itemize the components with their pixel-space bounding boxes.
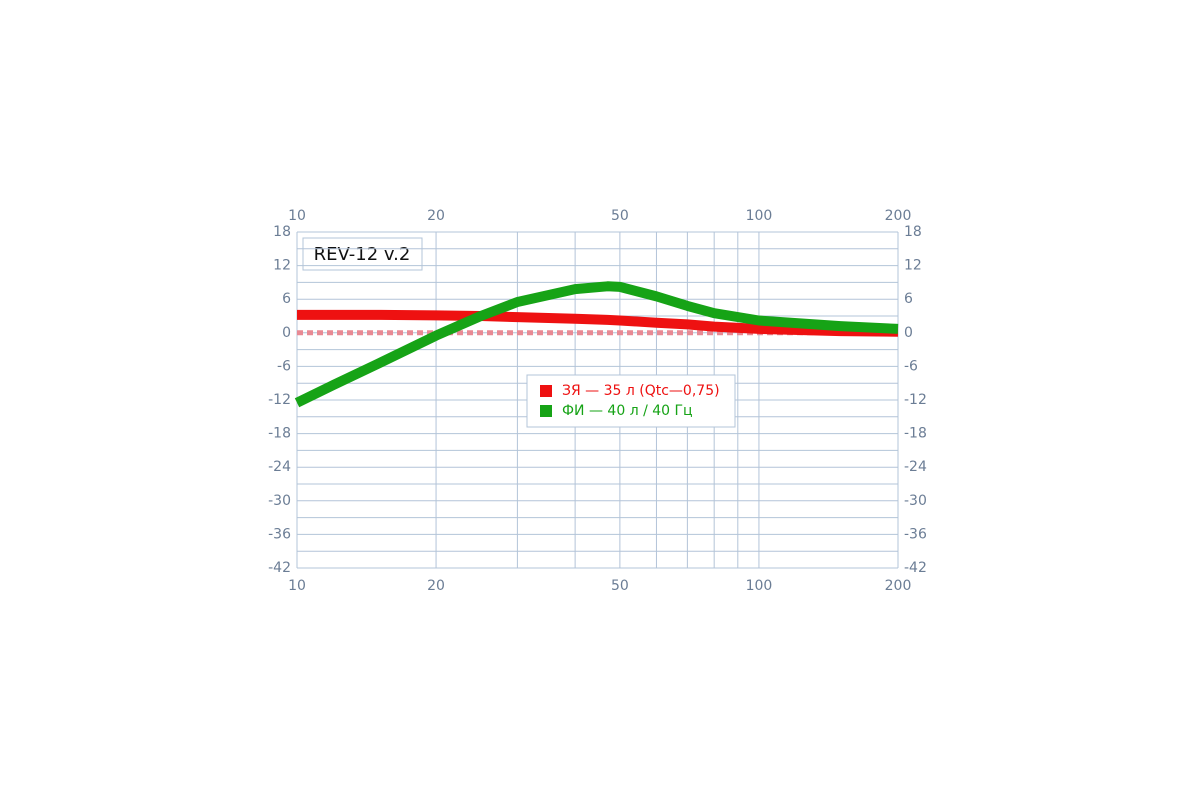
legend-swatch bbox=[540, 405, 552, 417]
x-tick-label: 200 bbox=[885, 578, 912, 594]
legend-box bbox=[526, 374, 736, 428]
x-tick-label: 20 bbox=[427, 578, 445, 594]
y-tick-label: -6 bbox=[277, 358, 291, 374]
y2-tick-label: -12 bbox=[904, 392, 927, 408]
y2-tick-label: -42 bbox=[904, 560, 927, 576]
x-tick-label: 10 bbox=[288, 208, 306, 224]
x-tick-label: 100 bbox=[746, 578, 773, 594]
y-tick-label: -12 bbox=[268, 392, 291, 408]
series-line bbox=[297, 309, 899, 337]
y-tick-label: 6 bbox=[282, 291, 291, 307]
y-tick-label: 0 bbox=[282, 325, 291, 341]
y2-tick-label: 0 bbox=[904, 325, 913, 341]
legend: ЗЯ — 35 л (Qtc—0,75) ФИ — 40 л / 40 Гц bbox=[526, 374, 736, 428]
y2-tick-label: -24 bbox=[904, 459, 927, 475]
y-tick-label: -30 bbox=[268, 493, 291, 509]
y2-tick-label: -30 bbox=[904, 493, 927, 509]
y2-tick-label: -6 bbox=[904, 358, 918, 374]
legend-swatch bbox=[540, 385, 552, 397]
y-tick-label: -42 bbox=[268, 560, 291, 576]
y2-tick-label: -36 bbox=[904, 526, 927, 542]
y-tick-label: -24 bbox=[268, 459, 291, 475]
x-tick-label: 50 bbox=[611, 578, 629, 594]
x-tick-label: 20 bbox=[427, 208, 445, 224]
legend-label: ФИ — 40 л / 40 Гц bbox=[562, 403, 693, 419]
y-tick-label: 18 bbox=[273, 224, 291, 240]
x-tick-label: 50 bbox=[611, 208, 629, 224]
chart-title: REV-12 v.2 bbox=[314, 244, 411, 265]
y2-tick-label: 12 bbox=[904, 258, 922, 274]
legend-label: ЗЯ — 35 л (Qtc—0,75) bbox=[562, 383, 720, 399]
title-box bbox=[302, 237, 423, 271]
y-tick-label: -36 bbox=[268, 526, 291, 542]
series-line bbox=[294, 281, 899, 408]
y-tick-label: 12 bbox=[273, 258, 291, 274]
x-tick-label: 100 bbox=[746, 208, 773, 224]
x-tick-label: 10 bbox=[288, 578, 306, 594]
x-tick-label: 200 bbox=[885, 208, 912, 224]
y2-tick-label: 18 bbox=[904, 224, 922, 240]
y2-tick-label: 6 bbox=[904, 291, 913, 307]
y-tick-label: -18 bbox=[268, 426, 291, 442]
y2-tick-label: -18 bbox=[904, 426, 927, 442]
